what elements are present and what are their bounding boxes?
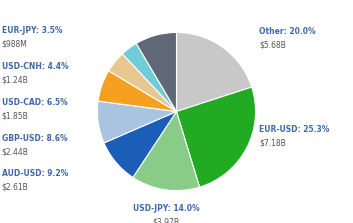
Wedge shape	[136, 32, 176, 112]
Text: $7.18B: $7.18B	[259, 138, 286, 147]
Wedge shape	[176, 87, 256, 187]
Text: $2.44B: $2.44B	[2, 147, 29, 156]
Text: AUD-USD: 9.2%: AUD-USD: 9.2%	[2, 169, 68, 178]
Text: $2.61B: $2.61B	[2, 183, 29, 192]
Text: $1.85B: $1.85B	[2, 112, 29, 120]
Wedge shape	[109, 54, 176, 112]
Text: USD-CAD: 6.5%: USD-CAD: 6.5%	[2, 98, 67, 107]
Wedge shape	[104, 112, 176, 178]
Text: GBP-USD: 8.6%: GBP-USD: 8.6%	[2, 134, 67, 143]
Text: $1.24B: $1.24B	[2, 76, 29, 85]
Wedge shape	[122, 43, 176, 112]
Wedge shape	[133, 112, 199, 191]
Wedge shape	[97, 101, 176, 143]
Text: EUR-JPY: 3.5%: EUR-JPY: 3.5%	[2, 26, 62, 35]
Text: Other: 20.0%: Other: 20.0%	[259, 27, 316, 36]
Text: EUR-USD: 25.3%: EUR-USD: 25.3%	[259, 125, 330, 134]
Wedge shape	[176, 32, 252, 112]
Text: $5.68B: $5.68B	[259, 40, 286, 49]
Text: $988M: $988M	[2, 39, 28, 48]
Text: USD-JPY: 14.0%: USD-JPY: 14.0%	[133, 204, 199, 213]
Text: USD-CNH: 4.4%: USD-CNH: 4.4%	[2, 62, 68, 71]
Wedge shape	[98, 71, 176, 112]
Text: $3.97B: $3.97B	[152, 217, 179, 223]
